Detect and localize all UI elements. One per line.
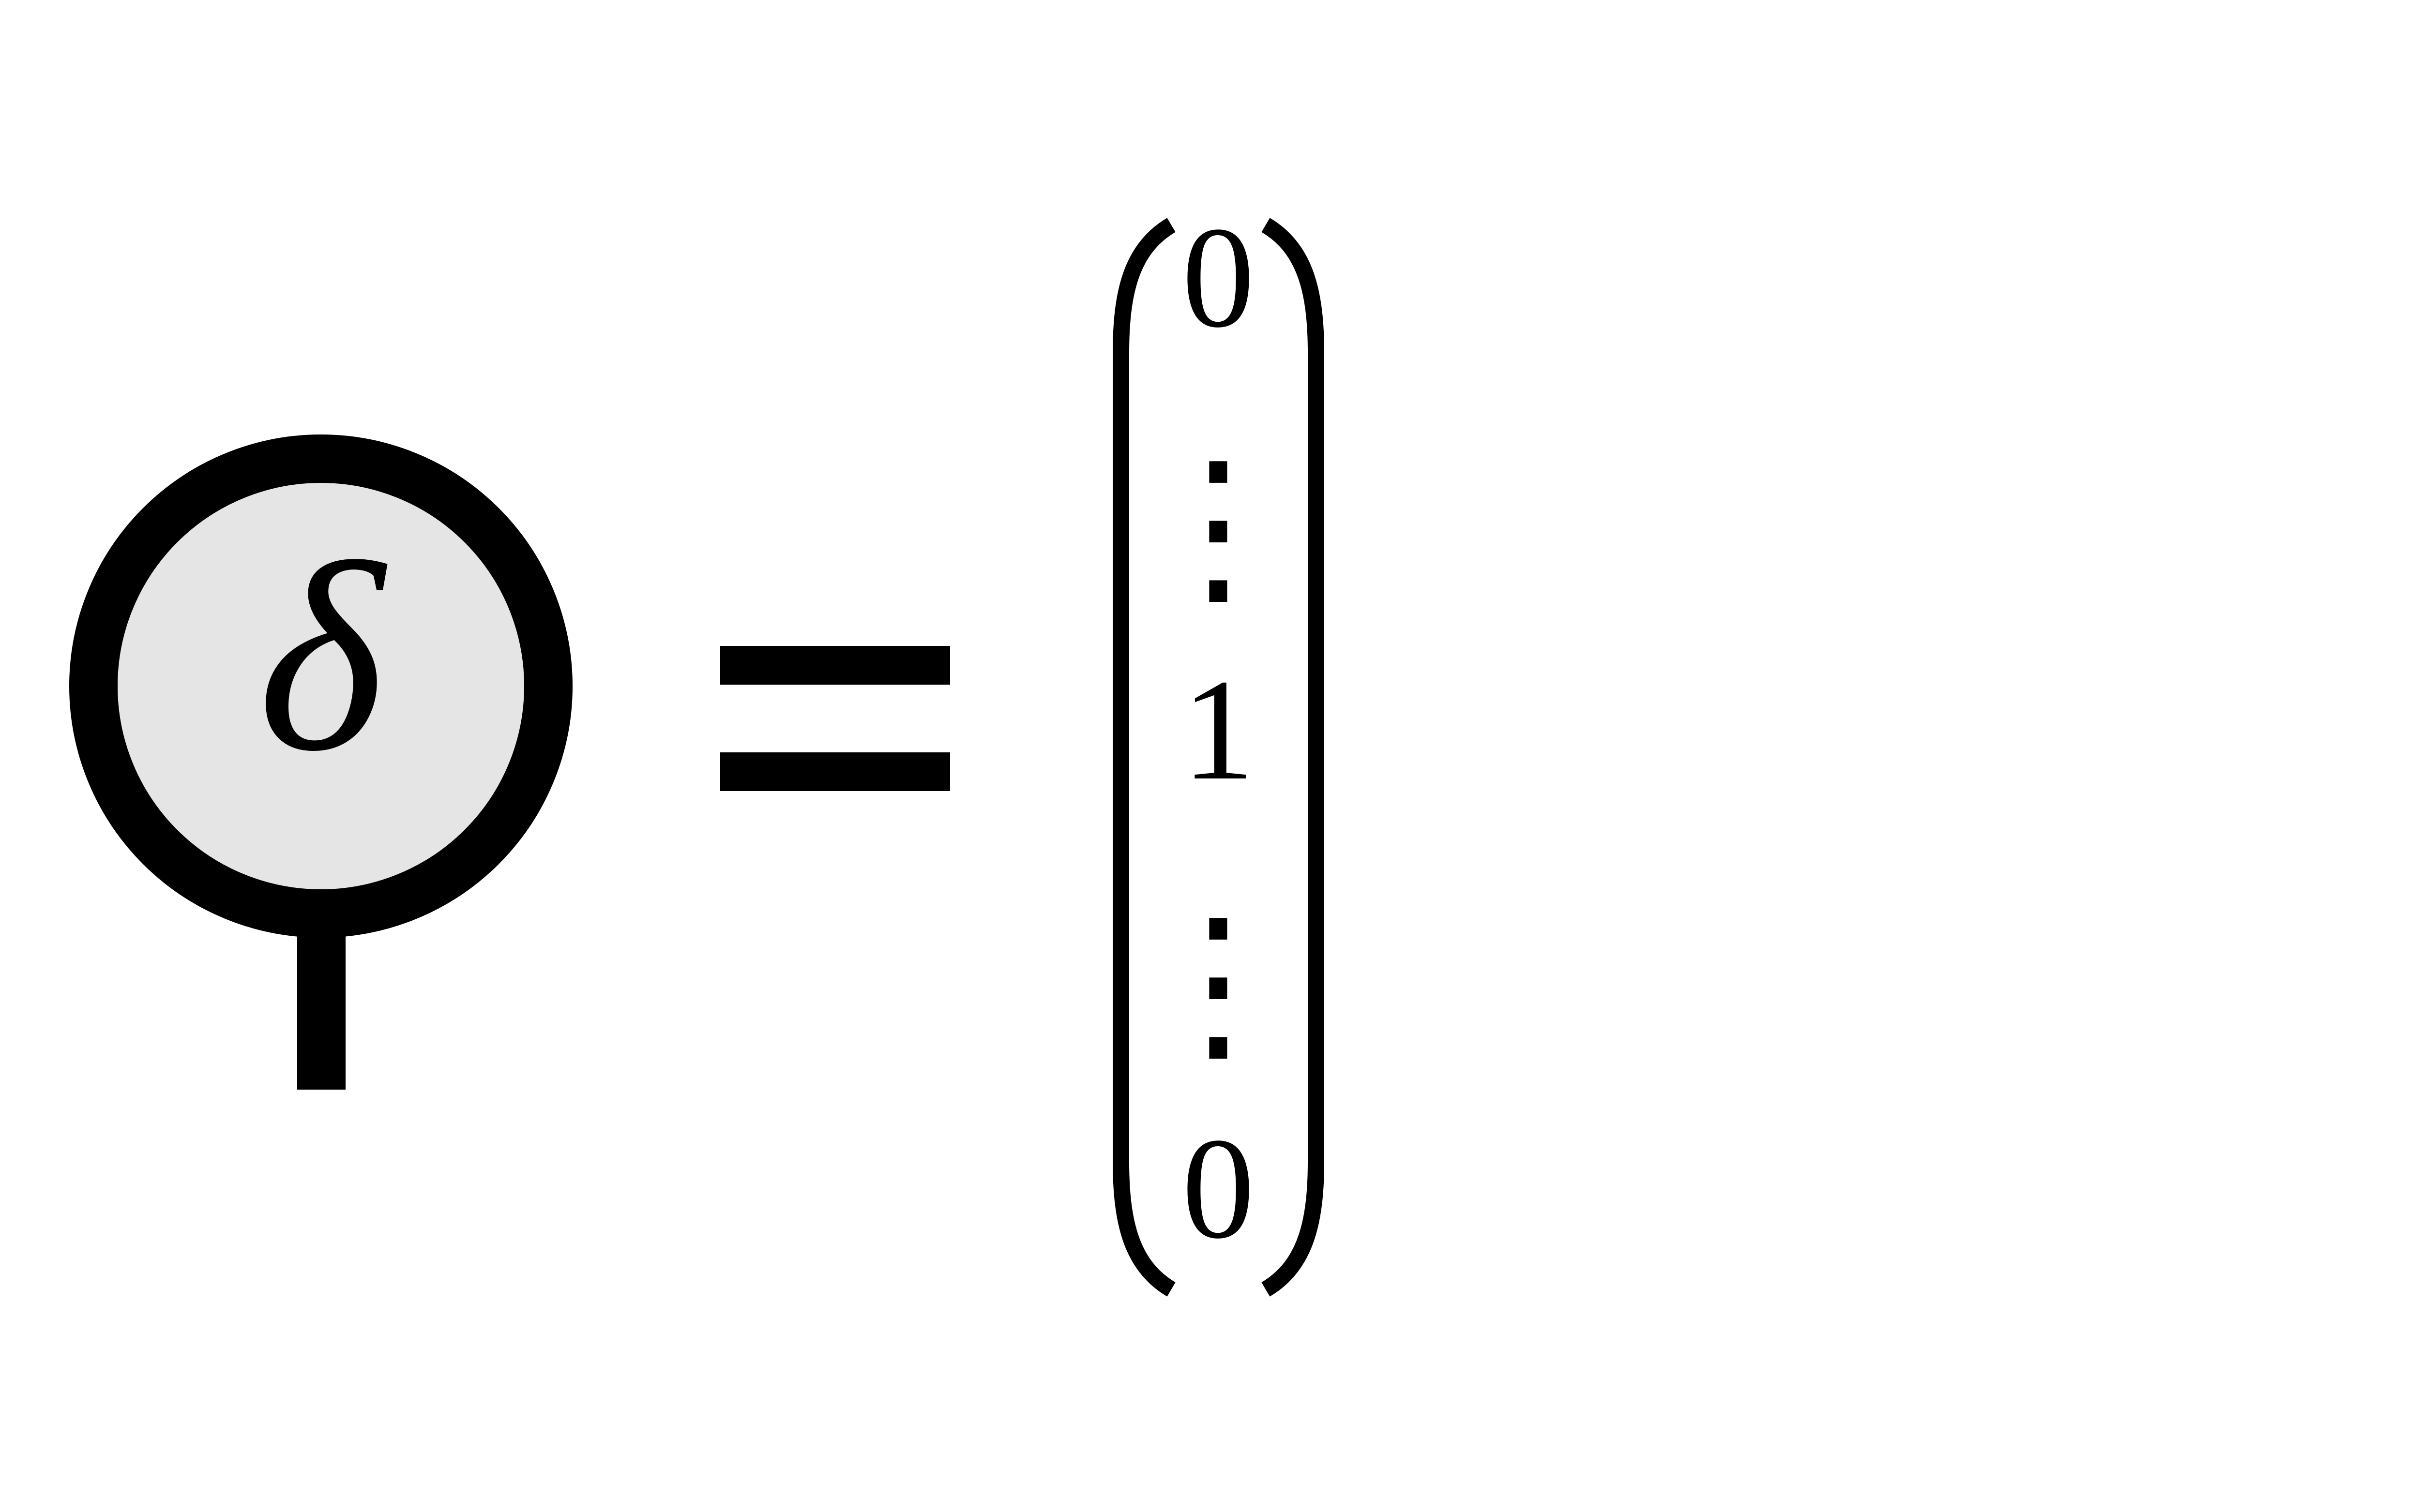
vector-entry-lower-vdots: ⋮ [1131,887,1305,1080]
node-leg [297,929,346,1090]
equals-bar-bottom [720,752,950,791]
node-symbol: δ [258,508,389,808]
vector-entry-one: 1 [1182,649,1255,810]
vector-entry-top-zero: 0 [1182,197,1255,358]
equals-bar-top [720,646,950,685]
column-vector: 0 ⋮ 1 ⋮ 0 [1113,197,1324,1297]
node-box [69,434,573,938]
vector-entry-bottom-zero: 0 [1182,1108,1255,1269]
vector-entry-upper-vdots: ⋮ [1131,431,1305,624]
left-parenthesis [1113,218,1176,1297]
right-parenthesis [1261,218,1324,1297]
equals-sign [720,646,950,791]
delta-tensor-node: δ [69,434,573,1090]
